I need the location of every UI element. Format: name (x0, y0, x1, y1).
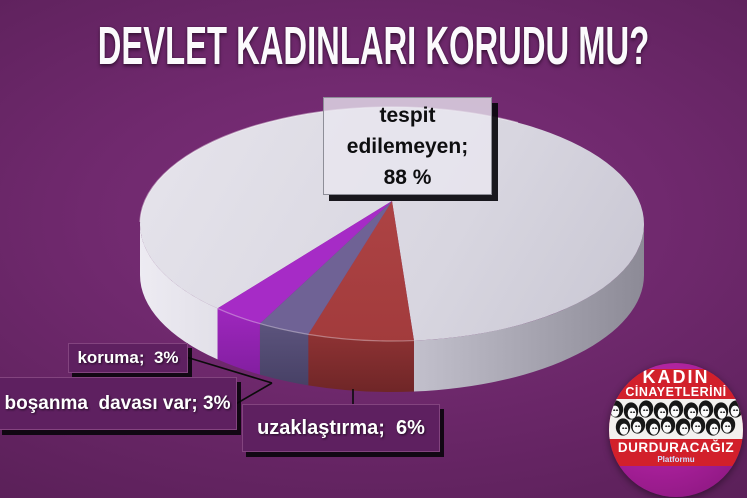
callout-uzaklastirma: uzaklaştırma; 6% (242, 404, 440, 452)
kadin-cinayetlerini-durduracagiz-platform-logo: KADIN CİNAYETLERİNİ DURDURACAĞIZ Platfor… (609, 363, 743, 497)
callout-tespit-line1: tespit (379, 103, 436, 127)
callout-uzaklastirma-text: uzaklaştırma; 6% (257, 416, 425, 439)
callout-koruma-text: koruma; 3% (77, 348, 179, 367)
slice-side-koruma (217, 308, 260, 375)
callout-koruma: koruma; 3% (68, 343, 188, 373)
logo-text-cinayetlerini: CİNAYETLERİNİ (625, 385, 727, 399)
callout-tespit-line2: edilemeyen; (346, 134, 469, 158)
slice-side-tespit-right (413, 224, 644, 392)
callout-bosanma-davasi: boşanma davası var; 3% (0, 377, 237, 430)
pie-rim-highlight (217, 307, 414, 342)
page-title: DEVLET KADINLARI KORUDU MU? (0, 15, 747, 75)
slice-top-uzaklastirma (308, 201, 414, 341)
logo-text-durduracagiz: DURDURACAĞIZ (617, 440, 735, 455)
logo-text-platformu: Platformu (657, 454, 695, 464)
slice-side-tespit-left (140, 224, 218, 360)
callout-tespit-edilemeyen: tespit edilemeyen; 88 % (323, 97, 492, 195)
slice-side-uzaklastirma (308, 334, 414, 392)
page-title-text: DEVLET KADINLARI KORUDU MU? (97, 15, 650, 76)
slice-side-bosanma (259, 323, 309, 386)
logo-text-kadin: KADIN (642, 367, 710, 387)
slice-top-koruma (217, 201, 392, 324)
slice-top-bosanma (259, 201, 392, 335)
callout-bosanma-text: boşanma davası var; 3% (4, 392, 231, 414)
slice-top-tespit-edilemeyen (139, 106, 644, 341)
leader-lines (185, 356, 354, 406)
logo-women-faces-strip (609, 399, 743, 439)
callout-tespit-line3: 88 % (383, 165, 432, 189)
